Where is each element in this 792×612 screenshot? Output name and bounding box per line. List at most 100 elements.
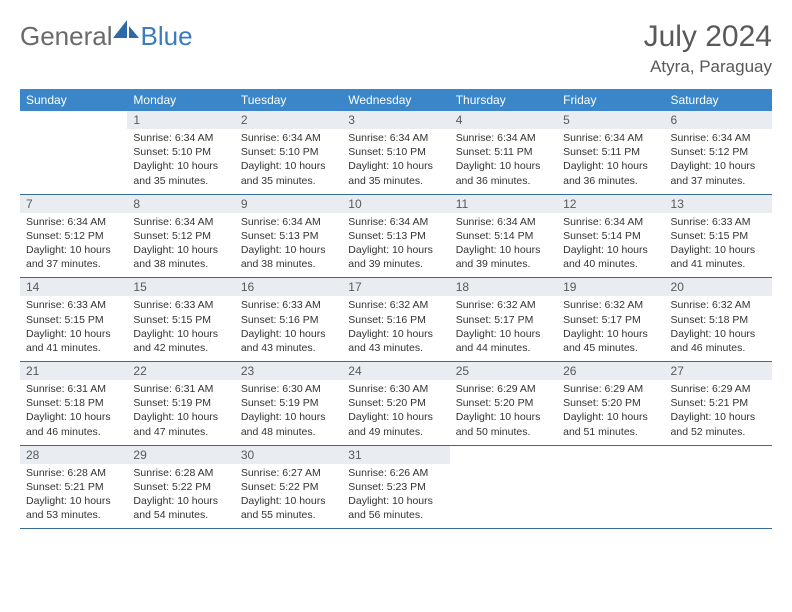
day-info-line: Daylight: 10 hours bbox=[563, 159, 658, 173]
day-header: Monday bbox=[127, 89, 234, 111]
day-content: Sunrise: 6:32 AMSunset: 5:17 PMDaylight:… bbox=[557, 296, 664, 361]
day-content: Sunrise: 6:34 AMSunset: 5:12 PMDaylight:… bbox=[127, 213, 234, 278]
day-info-line: and 55 minutes. bbox=[241, 508, 336, 522]
day-info-line: Sunrise: 6:34 AM bbox=[456, 215, 551, 229]
day-cell bbox=[20, 111, 127, 194]
day-info-line: Sunset: 5:19 PM bbox=[133, 396, 228, 410]
day-info-line: Sunrise: 6:32 AM bbox=[563, 298, 658, 312]
day-info-line: and 48 minutes. bbox=[241, 425, 336, 439]
day-info-line: Sunset: 5:21 PM bbox=[671, 396, 766, 410]
day-number: 11 bbox=[450, 195, 557, 213]
day-number: 1 bbox=[127, 111, 234, 129]
day-info-line: Sunset: 5:22 PM bbox=[133, 480, 228, 494]
day-info-line: Sunrise: 6:29 AM bbox=[671, 382, 766, 396]
day-header: Thursday bbox=[450, 89, 557, 111]
logo: General Blue bbox=[20, 20, 193, 53]
day-info-line: Sunrise: 6:34 AM bbox=[348, 131, 443, 145]
day-info-line: Sunset: 5:21 PM bbox=[26, 480, 121, 494]
month-title: July 2024 bbox=[644, 20, 772, 53]
day-cell: 4 Sunrise: 6:34 AMSunset: 5:11 PMDaylight… bbox=[450, 111, 557, 194]
day-info-line: Sunset: 5:20 PM bbox=[456, 396, 551, 410]
day-number: 2 bbox=[235, 111, 342, 129]
day-info-line: Sunrise: 6:34 AM bbox=[456, 131, 551, 145]
day-info-line: and 45 minutes. bbox=[563, 341, 658, 355]
day-info-line: and 41 minutes. bbox=[26, 341, 121, 355]
day-cell: 19Sunrise: 6:32 AMSunset: 5:17 PMDayligh… bbox=[557, 278, 664, 362]
day-info-line: and 56 minutes. bbox=[348, 508, 443, 522]
day-info-line: Daylight: 10 hours bbox=[348, 410, 443, 424]
day-info-line: Sunrise: 6:34 AM bbox=[241, 131, 336, 145]
day-content: Sunrise: 6:34 AMSunset: 5:13 PMDaylight:… bbox=[342, 213, 449, 278]
day-content: Sunrise: 6:34 AMSunset: 5:14 PMDaylight:… bbox=[557, 213, 664, 278]
day-cell: 14Sunrise: 6:33 AMSunset: 5:15 PMDayligh… bbox=[20, 278, 127, 362]
week-row: 7Sunrise: 6:34 AMSunset: 5:12 PMDaylight… bbox=[20, 194, 772, 278]
day-content: Sunrise: 6:28 AMSunset: 5:22 PMDaylight:… bbox=[127, 464, 234, 529]
day-header: Friday bbox=[557, 89, 664, 111]
day-cell: 30Sunrise: 6:27 AMSunset: 5:22 PMDayligh… bbox=[235, 445, 342, 529]
day-cell: 13Sunrise: 6:33 AMSunset: 5:15 PMDayligh… bbox=[665, 194, 772, 278]
day-cell: 23Sunrise: 6:30 AMSunset: 5:19 PMDayligh… bbox=[235, 362, 342, 446]
day-number: 14 bbox=[20, 278, 127, 296]
day-info-line: Sunrise: 6:31 AM bbox=[133, 382, 228, 396]
day-content bbox=[450, 464, 557, 524]
day-number: 31 bbox=[342, 446, 449, 464]
day-number: 18 bbox=[450, 278, 557, 296]
day-info-line: and 37 minutes. bbox=[26, 257, 121, 271]
day-info-line: Sunset: 5:13 PM bbox=[241, 229, 336, 243]
day-number: 27 bbox=[665, 362, 772, 380]
day-info-line: and 41 minutes. bbox=[671, 257, 766, 271]
day-info-line: Sunrise: 6:33 AM bbox=[26, 298, 121, 312]
day-info-line: Daylight: 10 hours bbox=[671, 327, 766, 341]
day-cell: 8Sunrise: 6:34 AMSunset: 5:12 PMDaylight… bbox=[127, 194, 234, 278]
day-cell: 28Sunrise: 6:28 AMSunset: 5:21 PMDayligh… bbox=[20, 445, 127, 529]
logo-text-general: General bbox=[20, 21, 113, 52]
day-content: Sunrise: 6:26 AMSunset: 5:23 PMDaylight:… bbox=[342, 464, 449, 529]
day-info-line: Sunset: 5:10 PM bbox=[241, 145, 336, 159]
day-info-line: and 46 minutes. bbox=[26, 425, 121, 439]
title-block: July 2024 Atyra, Paraguay bbox=[644, 20, 772, 77]
day-number: 4 bbox=[450, 111, 557, 129]
day-content: Sunrise: 6:29 AMSunset: 5:21 PMDaylight:… bbox=[665, 380, 772, 445]
day-content: Sunrise: 6:34 AMSunset: 5:13 PMDaylight:… bbox=[235, 213, 342, 278]
day-info-line: Sunset: 5:15 PM bbox=[26, 313, 121, 327]
day-info-line: Sunset: 5:10 PM bbox=[133, 145, 228, 159]
day-content bbox=[20, 129, 127, 189]
day-info-line: Sunrise: 6:32 AM bbox=[456, 298, 551, 312]
day-number: 19 bbox=[557, 278, 664, 296]
day-cell bbox=[665, 445, 772, 529]
day-content: Sunrise: 6:34 AMSunset: 5:12 PMDaylight:… bbox=[20, 213, 127, 278]
day-number: 5 bbox=[557, 111, 664, 129]
day-info-line: and 35 minutes. bbox=[348, 174, 443, 188]
day-info-line: Daylight: 10 hours bbox=[671, 243, 766, 257]
day-info-line: Sunset: 5:17 PM bbox=[563, 313, 658, 327]
day-info-line: Daylight: 10 hours bbox=[241, 410, 336, 424]
day-info-line: and 43 minutes. bbox=[348, 341, 443, 355]
day-info-line: Daylight: 10 hours bbox=[348, 159, 443, 173]
day-cell bbox=[450, 445, 557, 529]
day-number: 23 bbox=[235, 362, 342, 380]
day-info-line: Sunrise: 6:33 AM bbox=[671, 215, 766, 229]
day-info-line: Sunset: 5:16 PM bbox=[241, 313, 336, 327]
day-info-line: Sunset: 5:11 PM bbox=[563, 145, 658, 159]
day-content: Sunrise: 6:34 AMSunset: 5:10 PMDaylight:… bbox=[342, 129, 449, 194]
day-info-line: Sunset: 5:20 PM bbox=[348, 396, 443, 410]
day-info-line: Sunrise: 6:28 AM bbox=[133, 466, 228, 480]
day-info-line: Sunrise: 6:33 AM bbox=[241, 298, 336, 312]
day-info-line: Sunrise: 6:30 AM bbox=[241, 382, 336, 396]
day-info-line: Sunset: 5:13 PM bbox=[348, 229, 443, 243]
day-info-line: Daylight: 10 hours bbox=[456, 159, 551, 173]
week-row: 28Sunrise: 6:28 AMSunset: 5:21 PMDayligh… bbox=[20, 445, 772, 529]
logo-sail-icon bbox=[113, 20, 139, 45]
day-info-line: and 37 minutes. bbox=[671, 174, 766, 188]
day-cell: 20Sunrise: 6:32 AMSunset: 5:18 PMDayligh… bbox=[665, 278, 772, 362]
day-info-line: and 50 minutes. bbox=[456, 425, 551, 439]
day-info-line: Sunrise: 6:29 AM bbox=[456, 382, 551, 396]
day-number: 21 bbox=[20, 362, 127, 380]
day-info-line: Sunset: 5:12 PM bbox=[133, 229, 228, 243]
day-info-line: Sunrise: 6:34 AM bbox=[348, 215, 443, 229]
day-number: 7 bbox=[20, 195, 127, 213]
calendar-page: General Blue July 2024 Atyra, Paraguay S… bbox=[0, 0, 792, 539]
day-info-line: Daylight: 10 hours bbox=[671, 159, 766, 173]
day-info-line: and 54 minutes. bbox=[133, 508, 228, 522]
day-info-line: Sunset: 5:11 PM bbox=[456, 145, 551, 159]
